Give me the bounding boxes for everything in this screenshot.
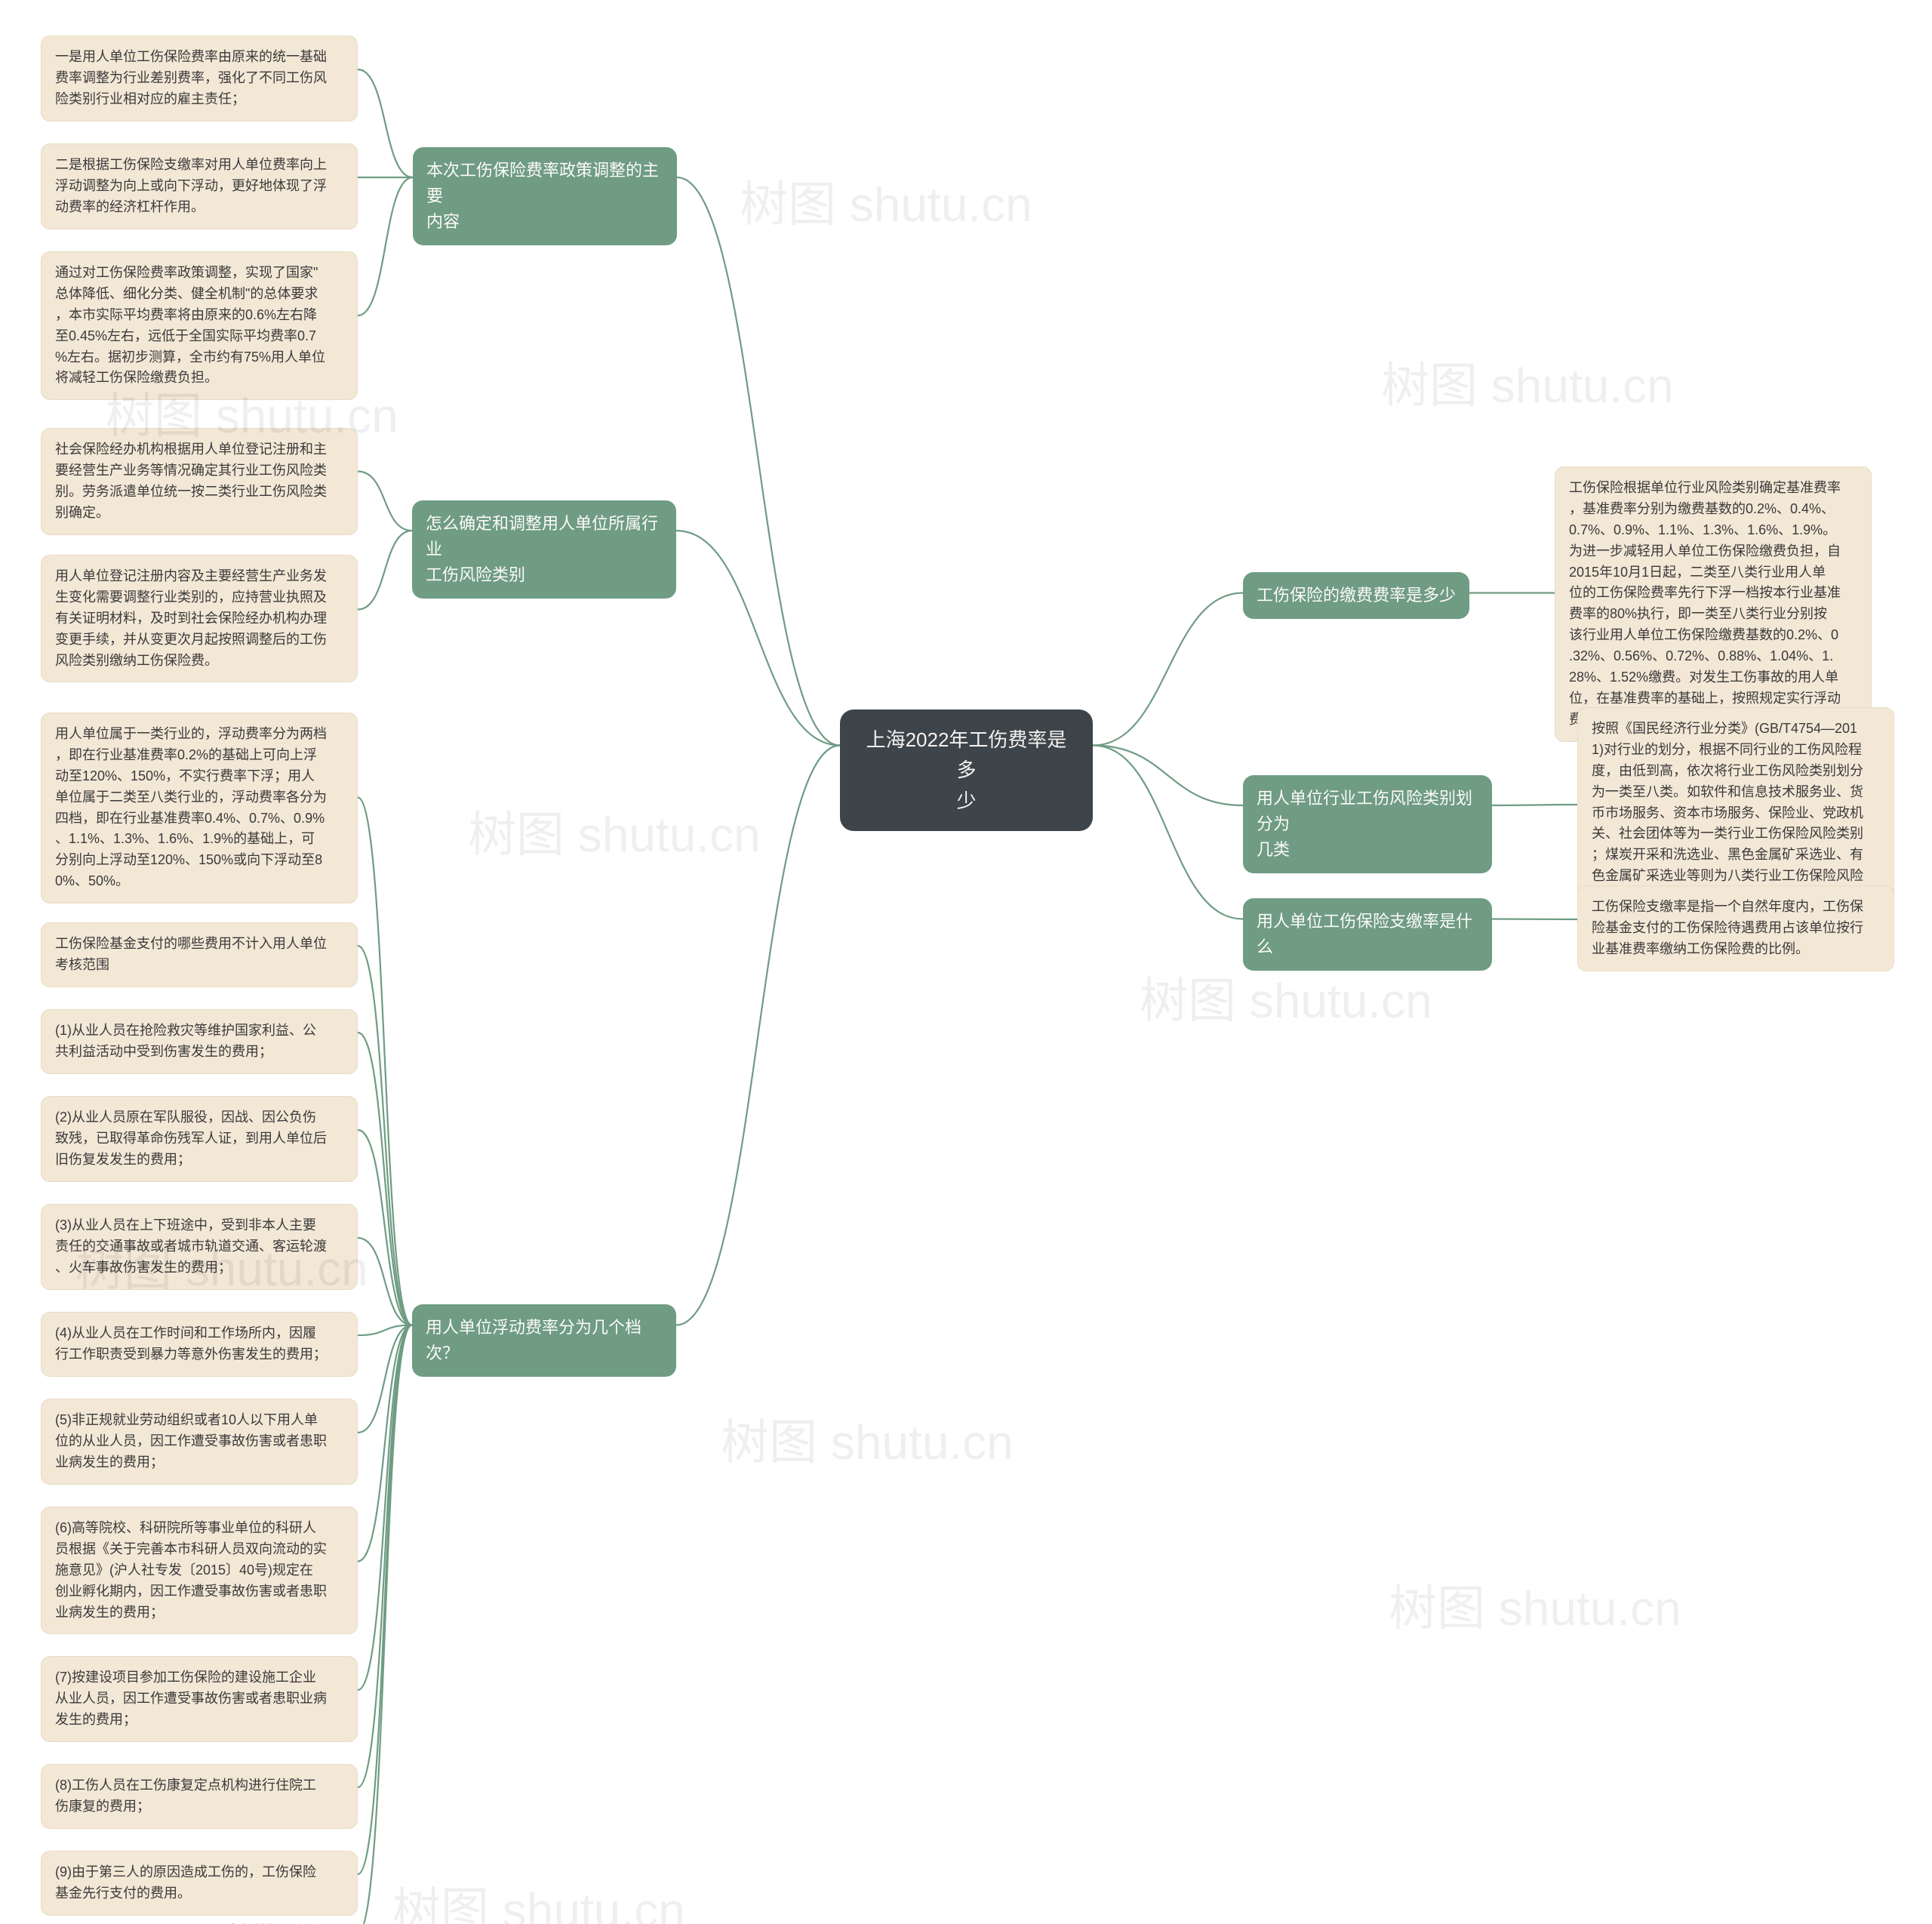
leaf-c6l11: (9)由于第三人的原因造成工伤的，工伤保险基金先行支付的费用。 <box>41 1851 358 1916</box>
category-c2: 用人单位行业工伤风险类别划分为几类 <box>1243 775 1492 873</box>
leaf-c3l1: 工伤保险支缴率是指一个自然年度内，工伤保险基金支付的工伤保险待遇费用占该单位按行… <box>1577 885 1894 971</box>
watermark-3: 树图 shutu.cn <box>468 796 761 866</box>
leaf-c6l1: 用人单位属于一类行业的，浮动费率分为两档，即在行业基准费率0.2%的基础上可向上… <box>41 713 358 904</box>
leaf-c6l6: (4)从业人员在工作时间和工作场所内，因履行工作职责受到暴力等意外伤害发生的费用… <box>41 1312 358 1377</box>
leaf-c6l2: 工伤保险基金支付的哪些费用不计入用人单位考核范围 <box>41 922 358 987</box>
category-c4: 本次工伤保险费率政策调整的主要内容 <box>413 147 677 245</box>
leaf-c6l9: (7)按建设项目参加工伤保险的建设施工企业从业人员，因工作遭受事故伤害或者患职业… <box>41 1656 358 1742</box>
leaf-c4l1: 一是用人单位工伤保险费率由原来的统一基础费率调整为行业差别费率，强化了不同工伤风… <box>41 35 358 122</box>
category-c6: 用人单位浮动费率分为几个档次？ <box>412 1304 676 1377</box>
watermark-7: 树图 shutu.cn <box>1389 1570 1681 1639</box>
leaf-c6l8: (6)高等院校、科研院所等事业单位的科研人员根据《关于完善本市科研人员双向流动的… <box>41 1507 358 1634</box>
watermark-6: 树图 shutu.cn <box>721 1404 1014 1473</box>
category-c1: 工伤保险的缴费费率是多少 <box>1243 572 1469 619</box>
leaf-c1l1: 工伤保险根据单位行业风险类别确定基准费率，基准费率分别为缴费基数的0.2%、0.… <box>1555 466 1872 742</box>
watermark-2: 树图 shutu.cn <box>1381 347 1674 417</box>
leaf-c5l2: 用人单位登记注册内容及主要经营生产业务发生变化需要调整行业类别的，应持营业执照及… <box>41 555 358 682</box>
leaf-c6l7: (5)非正规就业劳动组织或者10人以下用人单位的从业人员，因工作遭受事故伤害或者… <box>41 1399 358 1485</box>
watermark-8: 树图 shutu.cn <box>392 1872 685 1924</box>
leaf-c6l4: (2)从业人员原在军队服役，因战、因公负伤致残，已取得革命伤残军人证，到用人单位… <box>41 1096 358 1182</box>
watermark-1: 树图 shutu.cn <box>740 166 1032 235</box>
leaf-c4l2: 二是根据工伤保险支缴率对用人单位费率向上浮动调整为向上或向下浮动，更好地体现了浮… <box>41 143 358 229</box>
leaf-c6l3: (1)从业人员在抢险救灾等维护国家利益、公共利益活动中受到伤害发生的费用； <box>41 1009 358 1074</box>
category-c3: 用人单位工伤保险支缴率是什么 <box>1243 898 1492 971</box>
root-node: 上海2022年工伤费率是多少 <box>840 710 1093 831</box>
watermark-4: 树图 shutu.cn <box>1140 962 1432 1032</box>
leaf-c4l3: 通过对工伤保险费率政策调整，实现了国家"总体降低、细化分类、健全机制"的总体要求… <box>41 251 358 400</box>
leaf-c6l5: (3)从业人员在上下班途中，受到非本人主要责任的交通事故或者城市轨道交通、客运轮… <box>41 1204 358 1290</box>
leaf-c6l12: (责任编辑：六六) <box>216 1918 358 1924</box>
leaf-c5l1: 社会保险经办机构根据用人单位登记注册和主要经营生产业务等情况确定其行业工伤风险类… <box>41 428 358 535</box>
category-c5: 怎么确定和调整用人单位所属行业工伤风险类别 <box>412 500 676 599</box>
leaf-c6l10: (8)工伤人员在工伤康复定点机构进行住院工伤康复的费用； <box>41 1764 358 1829</box>
